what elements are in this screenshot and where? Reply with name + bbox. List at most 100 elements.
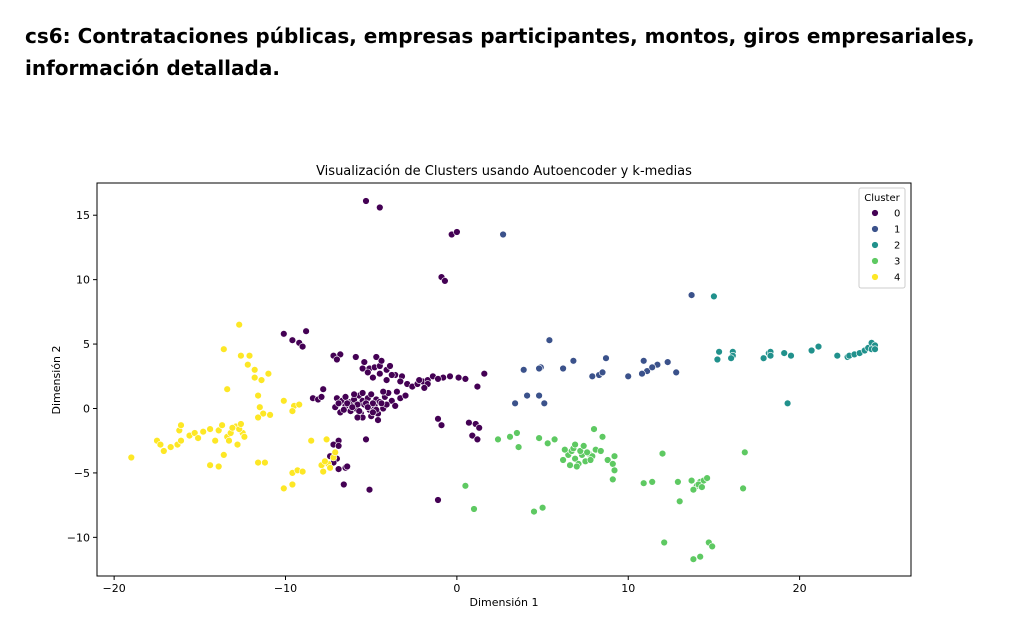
data-point-cluster-4: [295, 400, 303, 409]
data-point-cluster-3: [494, 435, 502, 444]
legend-marker-cluster-0: [871, 209, 879, 217]
data-point-cluster-3: [675, 497, 684, 505]
data-point-cluster-3: [583, 448, 591, 456]
data-point-cluster-1: [535, 391, 543, 400]
data-point-cluster-4: [259, 409, 267, 418]
legend-box: [858, 187, 906, 289]
data-point-cluster-3: [538, 504, 547, 512]
data-point-cluster-3: [559, 456, 567, 464]
data-point-cluster-4: [225, 437, 233, 445]
x-tick-label: 0: [453, 582, 460, 595]
data-point-cluster-4: [321, 457, 329, 465]
data-point-cluster-4: [191, 429, 199, 437]
data-point-cluster-2: [787, 352, 795, 360]
data-point-cluster-0: [358, 364, 367, 373]
data-point-cluster-0: [343, 462, 351, 471]
data-point-cluster-3: [573, 462, 581, 471]
data-point-cluster-3: [543, 439, 552, 447]
data-point-cluster-3: [571, 455, 579, 463]
data-point-cluster-0: [473, 435, 482, 444]
data-point-cluster-4: [322, 435, 331, 444]
data-point-cluster-4: [254, 413, 262, 422]
data-point-cluster-1: [535, 364, 543, 373]
data-point-cluster-0: [434, 415, 442, 423]
data-point-cluster-4: [254, 458, 262, 467]
data-point-cluster-0: [341, 393, 350, 401]
data-point-cluster-2: [713, 355, 722, 364]
data-point-cluster-3: [689, 555, 698, 563]
legend-label-cluster-2: 2: [894, 241, 900, 252]
data-point-cluster-2: [833, 352, 841, 360]
data-point-cluster-0: [340, 480, 348, 489]
data-point-cluster-4: [319, 467, 327, 476]
data-point-cluster-2: [780, 349, 788, 357]
data-point-cluster-3: [639, 479, 648, 487]
data-point-cluster-4: [127, 453, 136, 462]
data-point-cluster-0: [473, 382, 482, 391]
data-point-cluster-3: [708, 542, 716, 551]
data-point-cluster-0: [348, 403, 356, 411]
data-point-cluster-0: [362, 197, 370, 205]
data-point-cluster-4: [220, 345, 228, 353]
data-point-cluster-0: [454, 373, 463, 382]
legend-marker-cluster-4: [871, 273, 879, 281]
data-point-cluster-0: [376, 203, 384, 212]
data-point-cluster-0: [302, 327, 310, 335]
data-point-cluster-0: [364, 403, 372, 411]
data-point-cluster-1: [624, 372, 632, 380]
data-point-cluster-0: [317, 393, 326, 401]
legend-label-cluster-3: 3: [894, 257, 900, 268]
data-point-cluster-1: [598, 368, 607, 377]
data-point-cluster-4: [254, 391, 262, 400]
data-point-cluster-3: [550, 435, 559, 444]
data-point-cluster-4: [206, 425, 214, 433]
data-point-cluster-1: [519, 366, 528, 374]
data-point-cluster-0: [376, 370, 384, 378]
y-tick-label: 5: [83, 338, 90, 351]
data-point-cluster-4: [237, 420, 245, 428]
data-point-cluster-0: [396, 377, 404, 386]
data-point-cluster-3: [561, 446, 569, 454]
data-point-cluster-4: [177, 437, 185, 445]
data-point-cluster-4: [256, 403, 264, 411]
data-point-cluster-4: [199, 428, 207, 436]
data-point-cluster-4: [257, 376, 266, 384]
data-point-cluster-2: [715, 348, 723, 356]
data-point-cluster-1: [648, 363, 656, 371]
data-point-cluster-2: [759, 354, 768, 362]
x-tick-label: −10: [274, 582, 297, 595]
data-point-cluster-4: [264, 370, 273, 378]
data-point-cluster-4: [288, 480, 297, 489]
data-point-cluster-0: [480, 370, 488, 378]
data-point-cluster-0: [388, 371, 396, 379]
legend-marker-cluster-2: [871, 241, 879, 249]
data-point-cluster-2: [710, 292, 718, 301]
data-point-cluster-1: [672, 368, 680, 377]
data-point-cluster-0: [437, 421, 446, 429]
data-point-cluster-0: [352, 353, 360, 361]
data-point-cluster-2: [727, 354, 735, 362]
data-point-cluster-0: [420, 384, 428, 392]
data-point-cluster-3: [586, 456, 595, 464]
data-point-cluster-4: [220, 451, 228, 459]
data-point-cluster-0: [388, 397, 396, 405]
data-point-cluster-2: [783, 399, 792, 407]
data-point-cluster-3: [579, 442, 588, 450]
data-point-cluster-1: [569, 357, 578, 365]
data-point-cluster-0: [365, 486, 374, 494]
data-point-cluster-3: [535, 434, 543, 442]
points-layer: [127, 197, 879, 563]
data-point-cluster-1: [639, 357, 648, 365]
data-point-cluster-3: [590, 425, 598, 433]
data-point-cluster-0: [434, 496, 442, 504]
y-tick-label: −5: [74, 467, 90, 480]
data-point-cluster-0: [401, 391, 410, 400]
data-point-cluster-4: [228, 424, 237, 432]
data-point-cluster-0: [336, 350, 344, 359]
data-point-cluster-4: [261, 458, 269, 467]
data-point-cluster-0: [465, 419, 473, 427]
data-point-cluster-0: [379, 388, 387, 396]
data-point-cluster-3: [739, 484, 747, 493]
data-point-cluster-0: [461, 375, 470, 383]
